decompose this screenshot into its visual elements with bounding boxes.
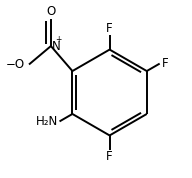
- Text: −O: −O: [6, 58, 25, 71]
- Text: F: F: [161, 57, 168, 70]
- Text: F: F: [106, 150, 113, 163]
- Text: N: N: [52, 40, 60, 53]
- Text: O: O: [46, 5, 55, 18]
- Text: +: +: [55, 35, 61, 44]
- Text: F: F: [106, 22, 113, 35]
- Text: H₂N: H₂N: [36, 115, 58, 128]
